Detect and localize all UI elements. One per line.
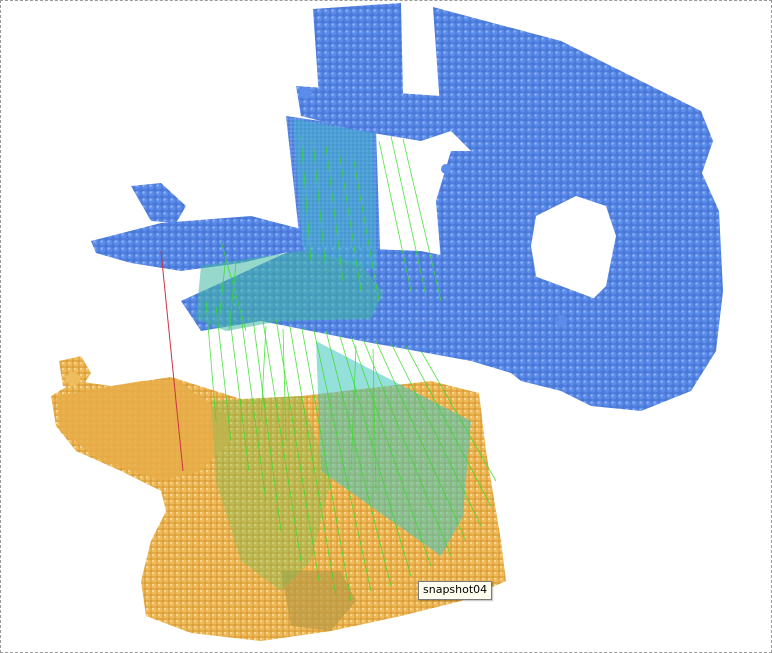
snapshot-tooltip: snapshot04: [418, 581, 493, 600]
correspondence-lines: [205, 135, 497, 602]
source-point-cloud: [91, 3, 723, 411]
outlier-correspondence-line: [160, 250, 184, 472]
fitted-planes: [196, 119, 471, 591]
